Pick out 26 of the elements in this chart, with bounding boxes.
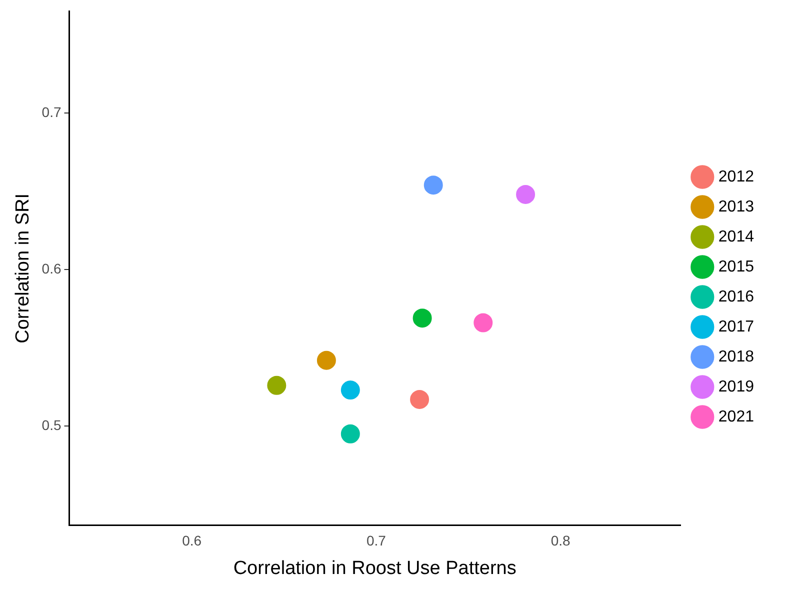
legend-label: 2019 xyxy=(718,378,754,396)
point xyxy=(316,350,336,370)
legend-label: 2012 xyxy=(718,168,754,186)
point xyxy=(474,313,493,332)
y-tick-label: 0.7 xyxy=(42,104,62,120)
point xyxy=(340,424,360,444)
legend-label: 2013 xyxy=(718,198,754,216)
point xyxy=(516,184,536,204)
y-tick-label: 0.6 xyxy=(42,260,62,276)
x-tick-label: 0.7 xyxy=(366,532,386,549)
point xyxy=(340,380,360,400)
legend-label: 2017 xyxy=(718,318,754,336)
point xyxy=(412,308,432,328)
y-axis-title: Correlation in SRI xyxy=(12,193,34,344)
legend-label: 2021 xyxy=(718,408,754,426)
point xyxy=(410,390,430,409)
x-axis-title: Correlation in Roost Use Patterns xyxy=(233,558,516,579)
x-tick-label: 0.8 xyxy=(550,532,571,549)
y-tick-label: 0.5 xyxy=(42,416,62,433)
legend-label: 2014 xyxy=(718,228,754,246)
legend-label: 2018 xyxy=(718,348,754,366)
legend-label: 2016 xyxy=(718,288,754,306)
point xyxy=(267,376,286,395)
legend-label: 2015 xyxy=(718,258,754,276)
x-tick-label: 0.6 xyxy=(182,532,202,549)
point xyxy=(424,176,443,195)
